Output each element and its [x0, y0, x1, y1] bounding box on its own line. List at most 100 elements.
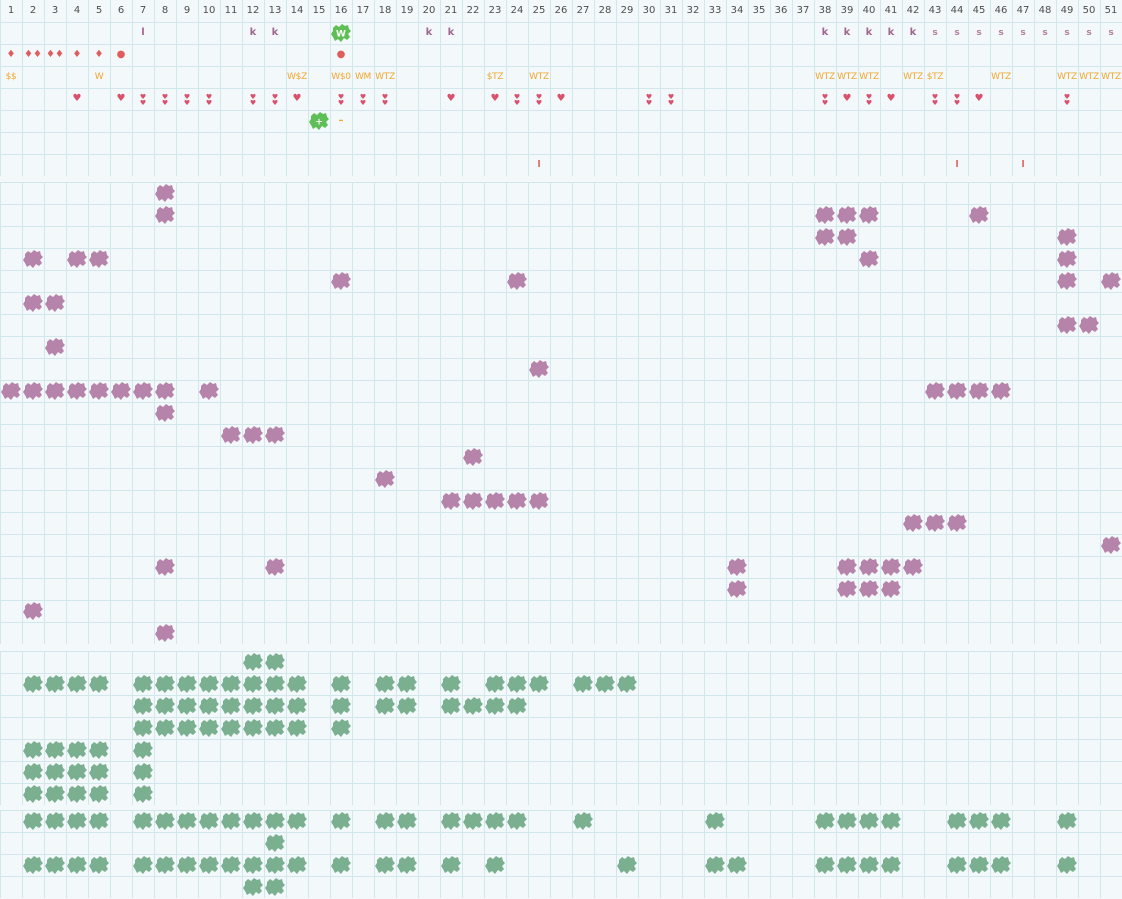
purple-blob-cell[interactable] — [858, 556, 880, 578]
purple-blob-cell[interactable] — [154, 402, 176, 424]
green-blob-cell[interactable] — [176, 695, 198, 717]
purple-blob-cell[interactable] — [946, 512, 968, 534]
green-blob-cell[interactable] — [198, 673, 220, 695]
purple-blob-cell[interactable] — [924, 512, 946, 534]
green-blob-cell[interactable] — [330, 673, 352, 695]
purple-blob-cell[interactable] — [462, 446, 484, 468]
purple-blob-cell[interactable] — [1056, 248, 1078, 270]
purple-blob-cell[interactable] — [440, 490, 462, 512]
purple-blob-cell[interactable] — [264, 424, 286, 446]
purple-blob-cell[interactable] — [242, 424, 264, 446]
green-blob-cell[interactable] — [858, 810, 880, 832]
green-blob-cell[interactable] — [22, 783, 44, 805]
green-blob-cell[interactable] — [66, 673, 88, 695]
green-blob-cell[interactable] — [396, 810, 418, 832]
green-blob-cell[interactable] — [528, 673, 550, 695]
green-blob-cell[interactable] — [836, 854, 858, 876]
green-blob-cell[interactable] — [506, 673, 528, 695]
green-blob-cell[interactable] — [880, 854, 902, 876]
w-action-button[interactable]: W — [330, 22, 352, 44]
green-blob-cell[interactable] — [330, 854, 352, 876]
green-blob-cell[interactable] — [88, 761, 110, 783]
purple-blob-cell[interactable] — [858, 248, 880, 270]
green-blob-cell[interactable] — [440, 673, 462, 695]
green-blob-cell[interactable] — [88, 783, 110, 805]
purple-blob-cell[interactable] — [1056, 226, 1078, 248]
green-blob-cell[interactable] — [22, 739, 44, 761]
green-blob-cell[interactable] — [264, 673, 286, 695]
purple-blob-cell[interactable] — [198, 380, 220, 402]
green-blob-cell[interactable] — [198, 810, 220, 832]
purple-blob-cell[interactable] — [44, 380, 66, 402]
green-blob-cell[interactable] — [440, 695, 462, 717]
green-blob-cell[interactable] — [88, 810, 110, 832]
green-blob-cell[interactable] — [88, 854, 110, 876]
purple-blob-cell[interactable] — [924, 380, 946, 402]
green-blob-cell[interactable] — [462, 810, 484, 832]
green-blob-cell[interactable] — [66, 854, 88, 876]
green-blob-cell[interactable] — [330, 695, 352, 717]
purple-blob-cell[interactable] — [132, 380, 154, 402]
green-blob-cell[interactable] — [968, 854, 990, 876]
green-blob-cell[interactable] — [176, 810, 198, 832]
purple-blob-cell[interactable] — [1100, 534, 1122, 556]
purple-blob-cell[interactable] — [814, 226, 836, 248]
purple-blob-cell[interactable] — [858, 204, 880, 226]
green-blob-cell[interactable] — [132, 810, 154, 832]
green-blob-cell[interactable] — [44, 810, 66, 832]
green-blob-cell[interactable] — [484, 673, 506, 695]
green-blob-cell[interactable] — [154, 717, 176, 739]
green-blob-cell[interactable] — [836, 810, 858, 832]
purple-blob-cell[interactable] — [44, 292, 66, 314]
green-blob-cell[interactable] — [132, 854, 154, 876]
green-blob-cell[interactable] — [154, 673, 176, 695]
purple-blob-cell[interactable] — [374, 468, 396, 490]
green-blob-cell[interactable] — [44, 761, 66, 783]
purple-blob-cell[interactable] — [858, 578, 880, 600]
purple-blob-cell[interactable] — [154, 380, 176, 402]
purple-blob-cell[interactable] — [528, 358, 550, 380]
green-blob-cell[interactable] — [286, 695, 308, 717]
green-blob-cell[interactable] — [704, 810, 726, 832]
green-blob-cell[interactable] — [704, 854, 726, 876]
green-blob-cell[interactable] — [44, 854, 66, 876]
green-blob-cell[interactable] — [154, 854, 176, 876]
purple-blob-cell[interactable] — [22, 292, 44, 314]
green-blob-cell[interactable] — [484, 695, 506, 717]
purple-blob-cell[interactable] — [506, 490, 528, 512]
green-blob-cell[interactable] — [22, 810, 44, 832]
purple-blob-cell[interactable] — [990, 380, 1012, 402]
green-blob-cell[interactable] — [572, 810, 594, 832]
purple-blob-cell[interactable] — [220, 424, 242, 446]
green-blob-cell[interactable] — [44, 783, 66, 805]
purple-blob-cell[interactable] — [726, 578, 748, 600]
purple-blob-cell[interactable] — [968, 380, 990, 402]
purple-blob-cell[interactable] — [814, 204, 836, 226]
green-blob-cell[interactable] — [264, 854, 286, 876]
green-blob-cell[interactable] — [616, 854, 638, 876]
green-blob-cell[interactable] — [44, 673, 66, 695]
purple-blob-cell[interactable] — [484, 490, 506, 512]
green-blob-cell[interactable] — [66, 783, 88, 805]
green-blob-cell[interactable] — [968, 810, 990, 832]
green-blob-cell[interactable] — [616, 673, 638, 695]
green-blob-cell[interactable] — [132, 739, 154, 761]
green-blob-cell[interactable] — [88, 739, 110, 761]
purple-blob-cell[interactable] — [154, 622, 176, 644]
green-blob-cell[interactable] — [154, 695, 176, 717]
green-blob-cell[interactable] — [726, 854, 748, 876]
green-blob-cell[interactable] — [1056, 810, 1078, 832]
green-blob-cell[interactable] — [264, 651, 286, 673]
green-blob-cell[interactable] — [220, 695, 242, 717]
green-blob-cell[interactable] — [286, 854, 308, 876]
green-blob-cell[interactable] — [484, 810, 506, 832]
green-blob-cell[interactable] — [132, 761, 154, 783]
purple-blob-cell[interactable] — [836, 226, 858, 248]
purple-blob-cell[interactable] — [836, 556, 858, 578]
purple-blob-cell[interactable] — [528, 490, 550, 512]
purple-blob-cell[interactable] — [22, 380, 44, 402]
green-blob-cell[interactable] — [396, 673, 418, 695]
green-blob-cell[interactable] — [220, 854, 242, 876]
purple-blob-cell[interactable] — [968, 204, 990, 226]
purple-blob-cell[interactable] — [154, 182, 176, 204]
